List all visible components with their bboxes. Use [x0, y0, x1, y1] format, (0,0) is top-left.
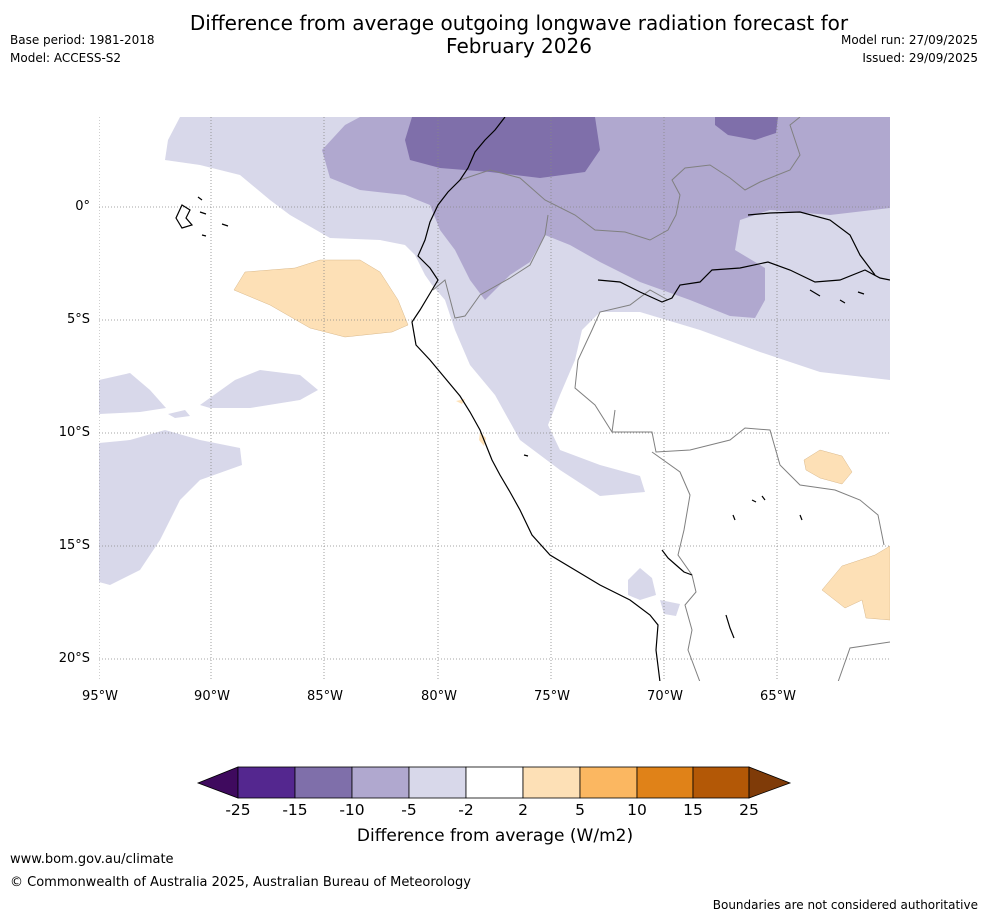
lon-label: 85°W — [307, 689, 343, 704]
colorbar-bin — [579, 766, 638, 799]
colorbar-bin — [408, 766, 467, 799]
coastlines — [175, 117, 890, 681]
footer-url[interactable]: www.bom.gov.au/climate — [10, 852, 174, 867]
colorbar-bin — [465, 766, 524, 799]
colorbar-tick: -2 — [458, 801, 474, 819]
lat-label: 10°S — [58, 425, 90, 440]
colorbar-tick: -10 — [339, 801, 365, 819]
colorbar-bin — [237, 766, 296, 799]
colorbar-bin — [294, 766, 353, 799]
colorbar-bin — [636, 766, 694, 799]
anomaly-region-light-bolivia-2 — [660, 600, 680, 616]
anomaly-region-light-west-2 — [200, 370, 318, 408]
footer-copyright: © Commonwealth of Australia 2025, Austra… — [10, 875, 471, 890]
colorbar-tick: 5 — [575, 801, 585, 819]
colorbar-tick: 2 — [518, 801, 528, 819]
footer-disclaimer: Boundaries are not considered authoritat… — [712, 898, 978, 912]
anomaly-region-positive-west — [233, 259, 409, 338]
model-run: Model run: 27/09/2025 — [840, 33, 978, 47]
lon-label: 75°W — [534, 689, 570, 704]
title-line-1: Difference from average outgoing longwav… — [189, 11, 849, 35]
anomaly-region-light-west-1 — [99, 373, 166, 414]
anomaly-region-positive-east-1 — [803, 449, 853, 485]
colorbar-tick: -25 — [225, 801, 251, 819]
lat-label: 0° — [75, 199, 90, 214]
colorbar-tick: 25 — [739, 801, 759, 819]
map-field — [99, 117, 890, 681]
model-name: Model: ACCESS-S2 — [10, 51, 122, 65]
lat-label: 20°S — [58, 651, 90, 666]
lon-label: 80°W — [421, 689, 457, 704]
anomaly-region-light-bolivia — [628, 568, 656, 600]
colorbar-bin — [692, 766, 750, 799]
lon-label: 65°W — [760, 689, 796, 704]
colorbar-title: Difference from average (W/m2) — [356, 826, 634, 846]
lon-label: 95°W — [82, 689, 118, 704]
meta-right: Model run: 27/09/2025 Issued: 29/09/2025 — [841, 31, 978, 67]
issued-date: Issued: 29/09/2025 — [862, 51, 978, 65]
lon-label: 70°W — [647, 689, 683, 704]
colorbar-extend-high — [748, 766, 792, 799]
colorbar-bin — [351, 766, 410, 799]
anomaly-region-positive-east-2 — [821, 545, 890, 621]
anomaly-region-light-southwest — [99, 430, 242, 585]
colorbar-tick: -15 — [282, 801, 308, 819]
colorbar — [196, 766, 792, 799]
colorbar-tick: 10 — [627, 801, 647, 819]
lat-label: 15°S — [58, 538, 90, 553]
colorbar-bin — [522, 766, 581, 799]
colorbar-tick: 15 — [683, 801, 703, 819]
base-period: Base period: 1981-2018 — [10, 33, 155, 47]
title-line-2: February 2026 — [446, 34, 592, 58]
anomaly-region-positive-coast — [456, 399, 486, 446]
colorbar-extend-low — [196, 766, 239, 799]
colorbar-tick: -5 — [401, 801, 417, 819]
anomaly-region-dark-2 — [715, 117, 778, 140]
anomaly-region-light-west-3 — [168, 410, 190, 418]
chart-title: Difference from average outgoing longwav… — [0, 12, 988, 58]
meta-left: Base period: 1981-2018 Model: ACCESS-S2 — [10, 31, 155, 67]
lat-label: 5°S — [66, 312, 90, 327]
graticule — [99, 117, 890, 681]
lon-label: 90°W — [194, 689, 230, 704]
